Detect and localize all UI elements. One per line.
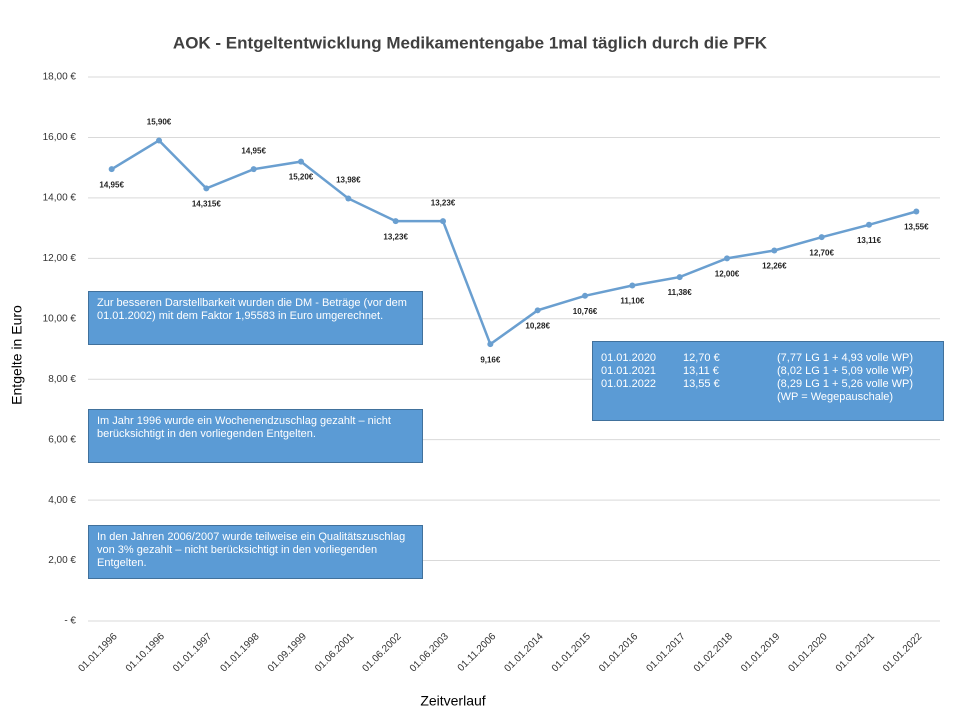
data-point [629,282,636,289]
data-point [156,137,162,144]
chart-title: AOK - Entgeltentwicklung Medikamentengab… [173,33,768,52]
annotation-box: In den Jahren 2006/2007 wurde teilweise … [88,525,423,579]
data-label: 13,11€ [857,236,882,245]
data-line [111,138,917,347]
info-cell: (7,77 LG 1 + 4,93 volle WP) [777,352,914,364]
info-cell: 01.01.2022 [601,378,657,390]
info-cell: 12,70 € [683,352,720,364]
data-point [392,218,399,225]
data-label: 10,76€ [573,307,598,316]
x-tick-label: 01.01.2016 [597,631,640,674]
x-tick-label: 01.01.1997 [171,631,214,674]
data-label: 12,00€ [715,269,740,278]
data-point [298,158,304,165]
y-tick-label: 4,00 € [48,495,76,506]
info-note: (WP = Wegepauschale) [777,391,894,403]
info-row: 01.01.2022 13,55 € (8,29 LG 1 + 5,26 volle… [601,378,923,391]
y-tick-label: 6,00 € [48,434,76,445]
data-label: 14,95€ [99,180,124,189]
x-tick-label: 01.09.1999 [266,631,309,674]
y-tick-label: 12,00 € [43,253,77,264]
y-tick-label: 10,00 € [43,313,77,324]
y-tick-label: 2,00 € [48,555,76,566]
info-cell: 01.01.2020 [601,352,657,364]
x-tick-label: 01.01.2022 [881,631,924,674]
x-tick-label: 01.01.2014 [502,631,545,674]
info-cell: 13,11 € [683,365,719,377]
data-point [724,255,730,262]
data-label: 13,98€ [336,176,361,185]
data-point [487,341,494,348]
data-label: 11,38€ [668,288,693,297]
data-label: 13,23€ [383,232,408,241]
x-tick-label: 01.06.2002 [360,631,403,674]
data-point [866,221,872,228]
info-row: 01.01.2020 12,70 € (7,77 LG 1 + 4,93 volle… [601,352,923,365]
x-tick-label: 01.02.2018 [692,631,735,674]
y-tick-label: 8,00 € [48,374,76,385]
data-label: 15,20€ [289,173,314,182]
annotation-box: Im Jahr 1996 wurde ein Wochenendzuschlag… [88,409,423,463]
info-cell: (8,29 LG 1 + 5,26 volle WP) [777,378,914,390]
x-tick-label: 01.10.1996 [124,631,167,674]
x-tick-label: 01.01.2019 [739,631,782,674]
x-tick-label: 01.06.2003 [408,631,451,674]
y-tick-label: - € [64,616,76,627]
data-label: 12,70€ [809,248,834,257]
data-label: 13,55€ [904,223,929,232]
data-point [203,185,210,192]
data-label: 11,10€ [620,297,645,306]
y-tick-label: 14,00 € [43,193,77,204]
data-point [913,208,920,215]
x-tick-label: 01.06.2001 [313,631,356,674]
x-tick-label: 01.01.2020 [786,631,829,674]
data-point [250,166,257,173]
x-tick-label: 01.01.1998 [218,631,261,674]
info-cell: 13,55 € [683,378,720,390]
data-label: 9,16€ [480,355,501,364]
info-cell: (8,02 LG 1 + 5,09 volle WP) [777,365,914,377]
y-tick-label: 16,00 € [43,132,77,143]
x-tick-label: 01.01.2015 [550,631,593,674]
info-cell: 01.01.2021 [601,365,657,377]
annotation-box: Zur besseren Darstellbarkeit wurden die … [88,291,423,345]
data-point [771,247,778,254]
data-label: 12,26€ [762,262,787,271]
data-point [818,234,825,241]
x-tick-label: 01.11.2006 [456,631,499,674]
y-tick-label: 18,00 € [43,72,77,83]
info-table: 01.01.2020 12,70 € (7,77 LG 1 + 4,93 volle… [601,352,923,391]
data-label: 14,95€ [241,146,266,155]
data-label: 15,90€ [147,118,172,127]
data-point [582,292,588,299]
x-tick-label: 01.01.2021 [834,631,877,674]
data-point [345,195,352,202]
data-label: 14,315€ [192,199,221,208]
data-label: 10,28€ [525,321,550,330]
x-tick-label: 01.01.2017 [644,631,687,674]
x-tick-label: 01.01.1996 [76,631,119,674]
data-point [676,274,683,281]
y-axis-label: Entgelte in Euro [9,305,25,405]
data-point [108,166,115,173]
data-point [440,218,446,225]
data-point [534,307,541,314]
info-row: 01.01.2021 13,11 € (8,02 LG 1 + 5,09 volle… [601,365,923,378]
info-box: 01.01.2020 12,70 € (7,77 LG 1 + 4,93 volle… [592,341,944,421]
x-axis-label: Zeitverlauf [420,693,485,709]
data-label: 13,23€ [431,198,456,207]
